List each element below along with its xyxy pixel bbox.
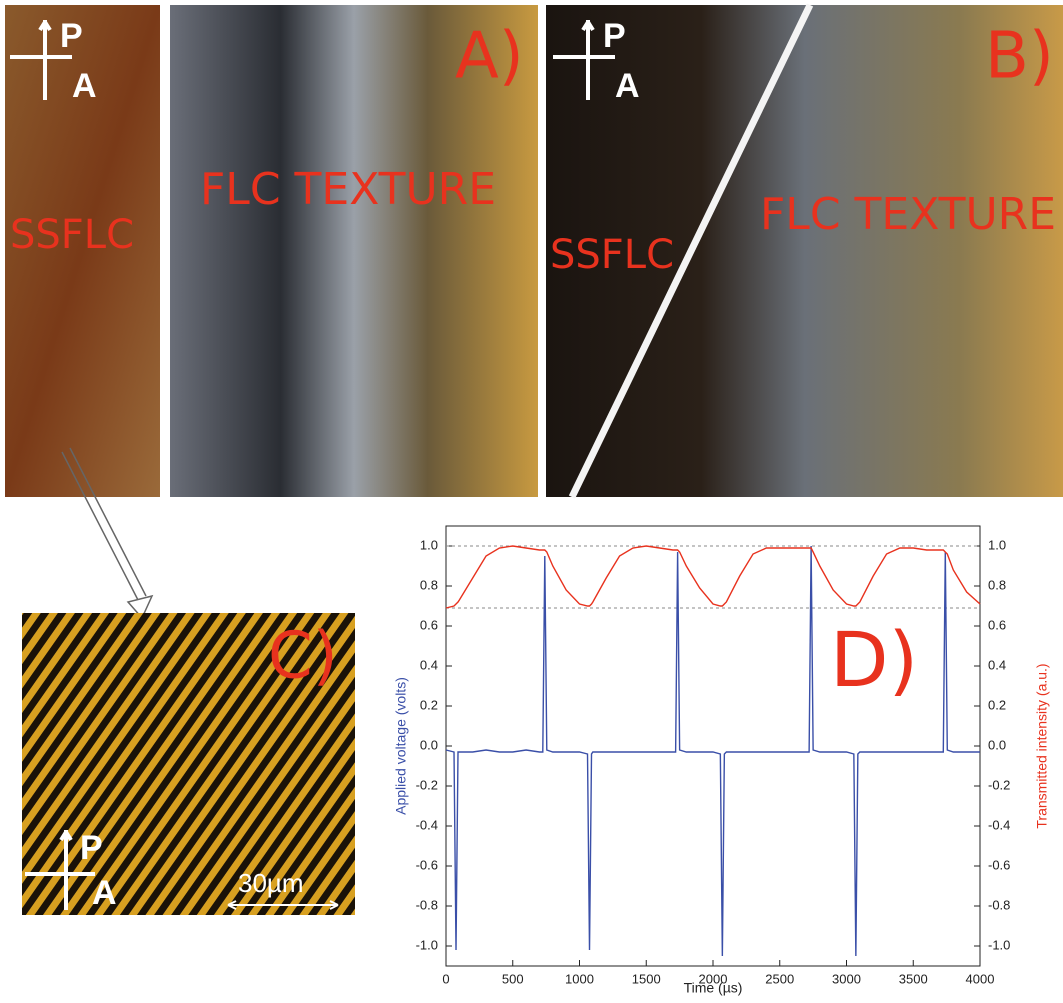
y-tick-label: 0.0 xyxy=(420,737,438,752)
x-tick-label: 4000 xyxy=(966,971,995,986)
y2-tick-label: 0.8 xyxy=(988,577,1006,592)
panel-label: C) xyxy=(268,620,338,694)
y-tick-label: 0.6 xyxy=(420,617,438,632)
y2-tick-label: -1.0 xyxy=(988,937,1010,952)
polarizer-label: P xyxy=(60,17,83,55)
x-tick-label: 3500 xyxy=(899,971,928,986)
y-tick-label: -0.6 xyxy=(416,857,438,872)
x-tick-label: 1500 xyxy=(632,971,661,986)
panel-label: D) xyxy=(830,615,918,704)
y2-tick-label: 0.2 xyxy=(988,697,1006,712)
x-tick-label: 2000 xyxy=(699,971,728,986)
y2-tick-label: 0.6 xyxy=(988,617,1006,632)
x-tick-label: 500 xyxy=(502,971,524,986)
plot-frame xyxy=(446,526,980,966)
y-tick-label: 0.2 xyxy=(420,697,438,712)
y-tick-label: -0.2 xyxy=(416,777,438,792)
y2-tick-label: -0.8 xyxy=(988,897,1010,912)
y-tick-label: 0.8 xyxy=(420,577,438,592)
series-line xyxy=(446,546,980,608)
ssflc-label: SSFLC xyxy=(550,232,674,278)
y2-axis-label: Transmitted intensity (a.u.) xyxy=(1034,663,1050,828)
texture-label: FLC TEXTURE xyxy=(760,189,1056,240)
y-tick-label: 1.0 xyxy=(420,537,438,552)
analyzer-label: A xyxy=(615,67,640,105)
y-tick-label: -0.8 xyxy=(416,897,438,912)
y-tick-label: 0.4 xyxy=(420,657,438,672)
panel-label: B) xyxy=(985,20,1054,94)
y2-tick-label: 0.0 xyxy=(988,737,1006,752)
x-tick-label: 1000 xyxy=(565,971,594,986)
figure: P A SSFLC FLC TEXTURE A) P A SSFLC FLC T… xyxy=(0,0,1063,998)
polarizer-label: P xyxy=(80,829,103,867)
y-tick-label: -0.4 xyxy=(416,817,438,832)
x-tick-label: 2500 xyxy=(765,971,794,986)
scale-bar-label: 30µm xyxy=(238,868,304,898)
y2-tick-label: -0.4 xyxy=(988,817,1010,832)
texture-label: FLC TEXTURE xyxy=(200,164,496,215)
chart-d: D) Time (µs) Applied voltage (volts) Tra… xyxy=(393,526,1050,996)
panel-a: P A SSFLC FLC TEXTURE A) xyxy=(5,5,538,497)
x-tick-label: 3000 xyxy=(832,971,861,986)
y2-tick-label: -0.6 xyxy=(988,857,1010,872)
y2-tick-label: -0.2 xyxy=(988,777,1010,792)
panel-c: C) P A 30µm xyxy=(22,613,355,915)
ssflc-label: SSFLC xyxy=(10,212,134,258)
analyzer-label: A xyxy=(92,874,117,912)
y-tick-label: -1.0 xyxy=(416,937,438,952)
analyzer-label: A xyxy=(72,67,97,105)
panel-b: P A SSFLC FLC TEXTURE B) xyxy=(546,5,1063,497)
y2-tick-label: 0.4 xyxy=(988,657,1006,672)
x-tick-label: 0 xyxy=(442,971,449,986)
panel-label: A) xyxy=(455,20,524,94)
polarizer-label: P xyxy=(603,17,626,55)
y2-tick-label: 1.0 xyxy=(988,537,1006,552)
y-axis-label: Applied voltage (volts) xyxy=(393,677,409,815)
